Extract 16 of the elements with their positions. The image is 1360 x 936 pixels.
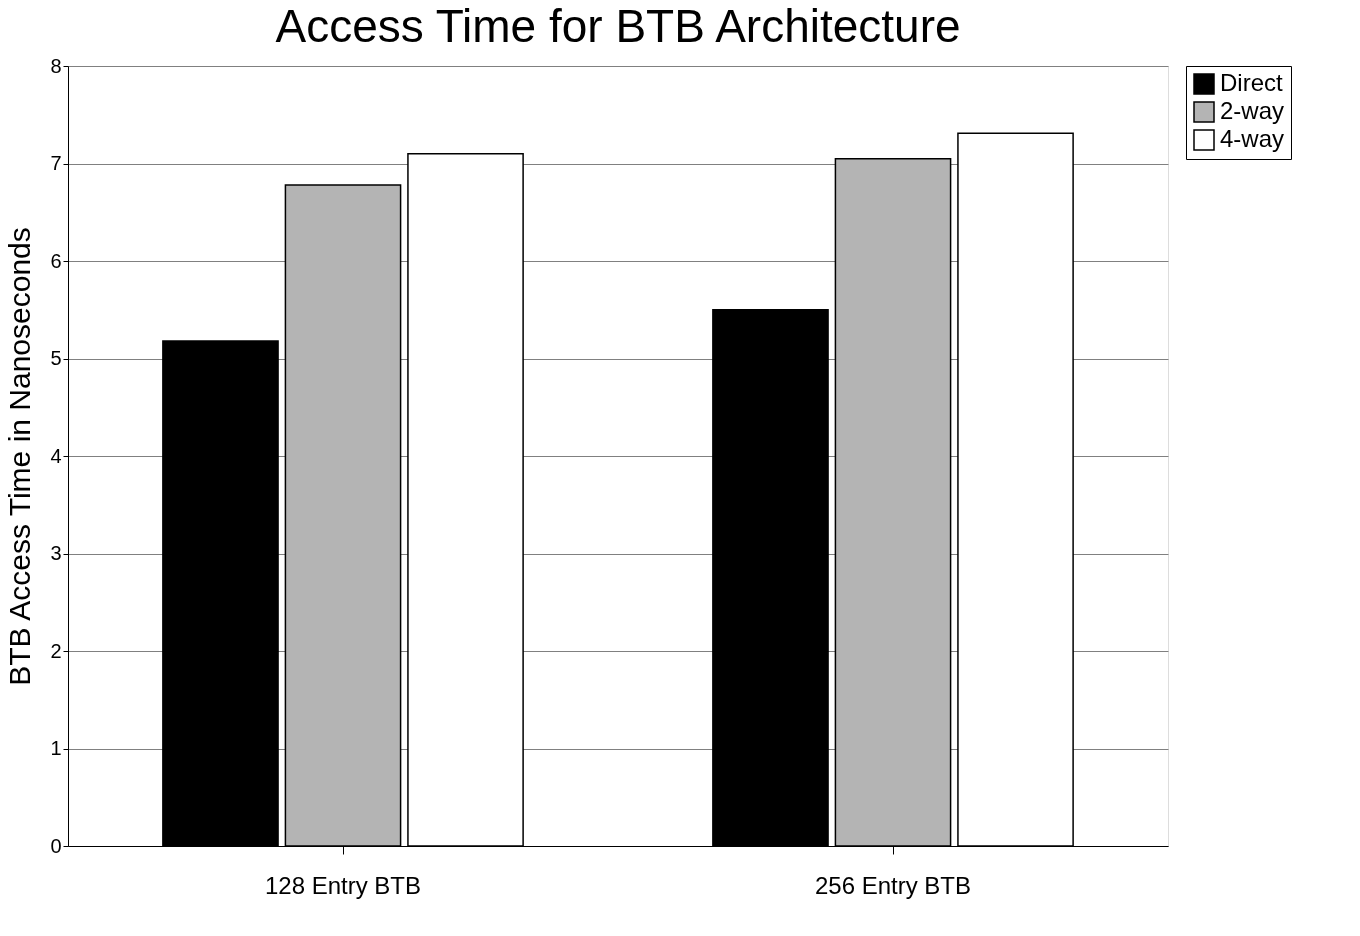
legend-label: 4-way: [1220, 125, 1285, 152]
y-tick-label: 3: [50, 542, 62, 564]
x-tick-label: 128 Entry BTB: [264, 871, 422, 899]
y-tick-label: 6: [50, 249, 62, 272]
y-tick-label: 1: [50, 737, 62, 759]
legend-label: Direct: [1220, 69, 1283, 96]
y-tick-label: 8: [50, 54, 62, 77]
x-tick-label: 256 Entry BTB: [814, 871, 972, 899]
chart-title: Access Time for BTB Architecture: [275, 0, 961, 52]
y-tick-label: 7: [50, 152, 62, 174]
y-axis-title: BTB Access Time in Nanoseconds: [3, 227, 37, 686]
y-tick-label: 2: [50, 639, 62, 662]
y-tick-label: 5: [50, 347, 62, 369]
y-tick-label: 0: [50, 834, 62, 857]
y-tick-label: 4: [50, 444, 62, 467]
legend-label: 2-way: [1220, 97, 1285, 124]
